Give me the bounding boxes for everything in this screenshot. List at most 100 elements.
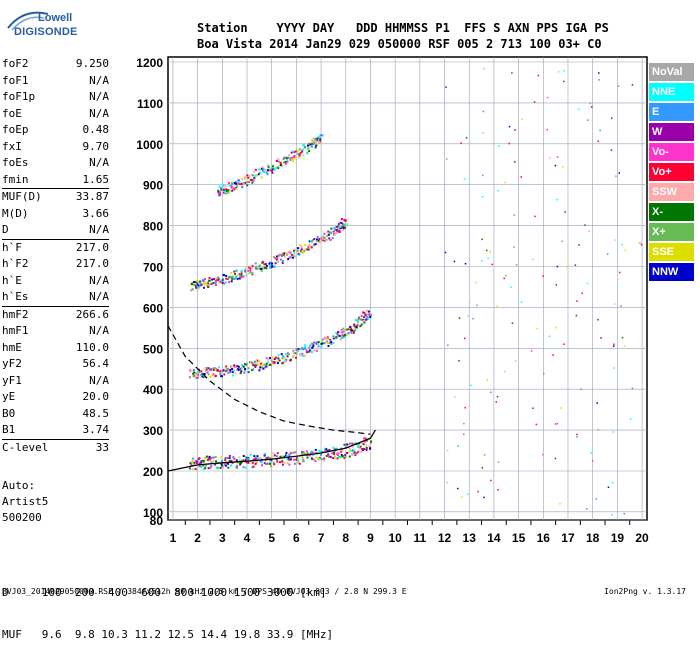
echo-point	[286, 157, 289, 160]
echo-point	[359, 445, 362, 448]
echo-point	[191, 460, 194, 463]
echo-point	[190, 369, 193, 372]
echo-point	[323, 236, 326, 239]
echo-point	[329, 338, 332, 341]
echo-point	[217, 278, 220, 281]
param-row: hmE 110.0	[2, 340, 109, 357]
echo-point	[244, 458, 247, 461]
echo-point	[242, 459, 245, 462]
echo-point	[309, 452, 312, 455]
echo-point	[321, 134, 324, 137]
echo-point	[206, 458, 209, 461]
noise-point	[562, 165, 564, 168]
echo-point	[331, 452, 334, 455]
echo-point	[293, 249, 296, 252]
echo-point	[316, 235, 319, 238]
echo-point	[201, 375, 204, 378]
echo-point	[227, 191, 230, 194]
noise-point	[549, 157, 551, 159]
echo-point	[240, 269, 243, 272]
noise-point	[453, 260, 456, 263]
echo-point	[251, 181, 254, 184]
legend-item: Vo-	[649, 143, 694, 161]
echo-point	[315, 238, 318, 241]
echo-point	[320, 458, 323, 461]
echo-point	[335, 447, 338, 450]
legend-item: X+	[649, 223, 694, 241]
echo-point	[308, 240, 311, 243]
echo-point	[283, 253, 286, 256]
echo-point	[328, 449, 331, 452]
noise-point	[465, 137, 468, 139]
noise-point	[623, 345, 626, 347]
echo-point	[194, 467, 197, 470]
echo-point	[268, 462, 271, 465]
noise-point	[546, 128, 549, 131]
noise-point	[503, 277, 505, 280]
echo-point	[285, 162, 288, 165]
echo-point	[323, 232, 326, 235]
echo-point	[306, 248, 309, 251]
echo-point	[248, 181, 251, 184]
echo-point	[365, 444, 368, 447]
noise-point	[458, 359, 460, 362]
echo-point	[310, 450, 313, 453]
echo-point	[325, 341, 328, 344]
x-tick-label: 2	[194, 531, 201, 545]
echo-point	[259, 172, 262, 175]
echo-point	[337, 222, 340, 225]
header-values: Boa Vista 2014 Jan29 029 050000 RSF 005 …	[197, 37, 602, 51]
echo-point	[277, 158, 280, 161]
echo-point	[263, 453, 266, 456]
echo-point	[230, 185, 233, 188]
echo-point	[350, 328, 353, 331]
noise-point	[584, 224, 586, 226]
echo-point	[244, 369, 247, 372]
echo-point	[269, 261, 272, 264]
echo-point	[302, 148, 305, 151]
echo-point	[191, 462, 194, 465]
param-key: D	[2, 223, 9, 236]
echo-point	[287, 156, 290, 159]
echo-point	[202, 283, 205, 286]
param-value: 110.0	[75, 340, 109, 354]
echo-point	[285, 360, 288, 363]
echo-point	[250, 361, 253, 364]
echo-point	[266, 169, 269, 172]
echo-point	[247, 269, 250, 272]
echo-point	[285, 455, 288, 458]
echo-point	[200, 374, 203, 377]
echo-point	[196, 287, 199, 290]
param-value: 3.74	[82, 423, 110, 436]
echo-point	[323, 342, 326, 345]
echo-point	[369, 316, 372, 319]
echo-point	[333, 451, 336, 454]
echo-point	[319, 450, 322, 453]
echo-point	[288, 352, 291, 355]
echo-point	[193, 283, 196, 286]
noise-point	[510, 286, 512, 288]
echo-point	[337, 226, 340, 229]
echo-point	[335, 232, 338, 235]
echo-point	[294, 248, 297, 251]
noise-point	[606, 253, 609, 255]
echo-point	[320, 342, 323, 345]
noise-point	[600, 337, 602, 339]
echo-point	[336, 454, 339, 457]
param-value: 217.0	[75, 257, 109, 270]
param-row: h`Es N/A	[2, 289, 109, 306]
param-value: 48.5	[82, 406, 110, 420]
echo-point	[322, 239, 325, 242]
noise-point	[447, 344, 449, 347]
param-row: hmF2 266.6	[2, 307, 109, 324]
echo-point	[343, 218, 346, 221]
echo-point	[317, 239, 320, 242]
echo-point	[319, 138, 322, 141]
echo-point	[365, 309, 368, 312]
echo-point	[239, 463, 242, 466]
noise-point	[624, 249, 627, 251]
noise-point	[491, 263, 493, 266]
x-tick-label: 14	[487, 531, 501, 545]
x-tick-label: 3	[219, 531, 226, 545]
param-key: h`F2	[2, 257, 29, 270]
